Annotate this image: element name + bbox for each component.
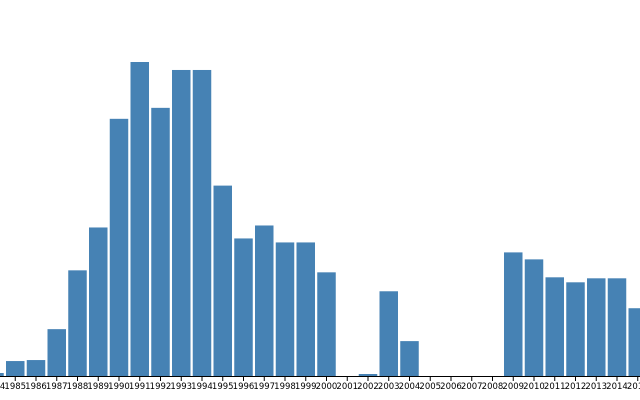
tick-label-2010: 2010 xyxy=(523,382,545,392)
bar-2011 xyxy=(545,277,564,376)
tick-label-2008: 2008 xyxy=(482,382,504,392)
tick-label-1994: 1994 xyxy=(191,382,213,392)
bar-1995 xyxy=(213,185,232,376)
bar-1986 xyxy=(26,360,46,376)
bar-1989 xyxy=(89,227,108,376)
tick-label-2002: 2002 xyxy=(357,382,379,392)
tick-label-1991: 1991 xyxy=(129,382,151,392)
bar-1988 xyxy=(68,270,87,376)
bar-1998 xyxy=(275,242,295,376)
tick-label-1992: 1992 xyxy=(150,382,172,392)
tick-label-2009: 2009 xyxy=(502,382,524,392)
bar-1994 xyxy=(192,69,212,376)
tick-label-1985: 1985 xyxy=(4,382,26,392)
bar-2003 xyxy=(379,291,398,376)
bar-2014 xyxy=(607,278,627,376)
bar-2013 xyxy=(587,278,606,376)
tick-label-2001: 2001 xyxy=(336,382,358,392)
bar-2010 xyxy=(524,259,544,376)
bar-2004 xyxy=(400,341,419,376)
tick-label-1984: 1984 xyxy=(0,382,5,392)
tick-label-1996: 1996 xyxy=(233,382,255,392)
tick-label-1989: 1989 xyxy=(87,382,109,392)
bar-2002 xyxy=(358,374,378,376)
bar-1990 xyxy=(109,118,129,376)
tick-label-1990: 1990 xyxy=(108,382,130,392)
tick-label-1988: 1988 xyxy=(67,382,89,392)
tick-label-2003: 2003 xyxy=(378,382,400,392)
tick-label-1998: 1998 xyxy=(274,382,296,392)
bar-1997 xyxy=(255,225,274,376)
bar-2012 xyxy=(566,282,585,376)
tick-label-2014: 2014 xyxy=(606,382,628,392)
tick-label-1997: 1997 xyxy=(253,382,275,392)
tick-label-2012: 2012 xyxy=(565,382,587,392)
tick-label-2004: 2004 xyxy=(399,382,421,392)
bar-1991 xyxy=(130,62,149,376)
bar-2000 xyxy=(317,272,336,376)
bar-1999 xyxy=(296,242,315,376)
bar-1992 xyxy=(151,107,170,376)
bar-2009 xyxy=(504,252,523,376)
tick-label-2007: 2007 xyxy=(461,382,483,392)
bar-2015 xyxy=(628,308,640,376)
tick-label-2005: 2005 xyxy=(419,382,441,392)
tick-label-1993: 1993 xyxy=(170,382,192,392)
tick-label-1986: 1986 xyxy=(25,382,47,392)
tick-label-1999: 1999 xyxy=(295,382,317,392)
x-axis-ticks: 1984198519861987198819891990199119921993… xyxy=(0,377,640,392)
tick-label-2006: 2006 xyxy=(440,382,462,392)
tick-label-2013: 2013 xyxy=(585,382,607,392)
bar-1984 xyxy=(0,373,4,376)
bar-1996 xyxy=(234,238,253,376)
tick-label-1995: 1995 xyxy=(212,382,234,392)
tick-label-1987: 1987 xyxy=(46,382,68,392)
bars-group xyxy=(0,62,640,376)
bar-1987 xyxy=(47,329,66,376)
bar-1993 xyxy=(172,69,191,376)
tick-label-2000: 2000 xyxy=(316,382,338,392)
tick-label-2011: 2011 xyxy=(544,382,566,392)
bar-1985 xyxy=(6,361,25,376)
tick-label-2015: 2015 xyxy=(627,382,640,392)
